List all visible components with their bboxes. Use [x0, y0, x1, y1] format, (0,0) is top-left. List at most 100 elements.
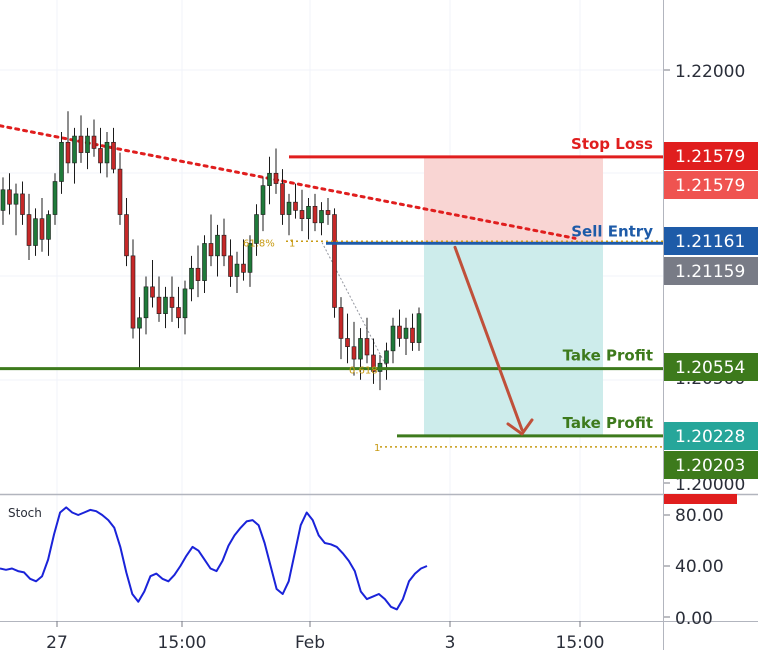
candle-body	[293, 201, 298, 211]
tag-take-profit-1-text: 1.20554	[675, 358, 745, 378]
candle-body	[176, 307, 181, 319]
tag-stop-loss-2-bg	[664, 171, 758, 199]
candle-body	[319, 210, 324, 224]
candle-body	[241, 263, 246, 273]
trade-arrow-shaft	[453, 245, 524, 432]
candle-body	[325, 210, 331, 215]
candle-body	[20, 193, 25, 215]
tag-sell-entry-text: 1.21161	[675, 232, 745, 252]
candle-body	[163, 296, 168, 314]
candle-body	[98, 148, 103, 164]
candle-body	[78, 135, 84, 153]
sell-entry-label: Sell Entry	[571, 222, 653, 240]
candle-body	[111, 141, 116, 170]
candle-body	[182, 288, 188, 319]
candle-body	[397, 325, 402, 339]
candle-body	[65, 141, 71, 164]
candle-body	[410, 327, 415, 343]
fib-lower-label: 0.618	[349, 366, 378, 377]
tag-current-text: 1.21159	[675, 262, 745, 282]
tag-take-profit-1-bg	[664, 353, 758, 381]
stoch-label: Stoch	[8, 506, 42, 520]
fib-upper-label: 61.8%	[243, 238, 275, 249]
tag-take-profit-2-text: 1.20228	[675, 427, 745, 447]
candle-body	[46, 214, 51, 240]
trade-zones	[424, 156, 603, 436]
tag-stop-loss-2-text: 1.21579	[675, 176, 745, 196]
candle-body	[280, 183, 285, 215]
candle-body	[371, 354, 376, 372]
tag-current-bg	[664, 257, 758, 285]
time-tick-label: 3	[445, 633, 456, 650]
candle-body	[124, 214, 129, 257]
candle-body	[169, 296, 175, 308]
candle-body	[312, 205, 318, 224]
candle-body	[364, 338, 370, 356]
candle-body	[403, 327, 409, 339]
stoch-tick-80: 80.00	[675, 506, 724, 526]
candle-body	[228, 255, 233, 277]
candle-body	[195, 267, 201, 281]
tag-fib-one-bg	[664, 451, 758, 479]
candle-body	[306, 205, 311, 219]
candle-body	[390, 325, 396, 352]
candle-body	[137, 317, 142, 329]
tag-stop-loss-bg	[664, 142, 758, 170]
time-tick-label: Feb	[295, 633, 325, 650]
time-tick-label: 27	[46, 633, 68, 650]
stochastic	[0, 506, 428, 611]
candle-body	[208, 243, 214, 257]
stoch-pane[interactable]	[0, 497, 663, 621]
candle-body	[33, 218, 38, 246]
candle-body	[26, 214, 32, 246]
stop-loss-label: Stop Loss	[571, 135, 653, 153]
risk-zone	[424, 156, 603, 244]
candle-body	[345, 338, 350, 348]
take-profit-2-label: Take Profit	[563, 414, 653, 432]
candle-body	[85, 135, 90, 153]
stoch-tick-40: 40.00	[675, 557, 724, 577]
stoch-line	[0, 506, 428, 611]
candle-body	[234, 263, 240, 277]
candle-body	[247, 243, 253, 273]
tag-sell-entry-bg	[664, 227, 758, 255]
candle-body	[358, 338, 363, 360]
fib-ext-label: 1	[374, 443, 380, 454]
trade-arrow-head	[506, 418, 534, 436]
price-tick-1: 1.22000	[675, 62, 745, 82]
candle-body	[143, 286, 149, 319]
side-marker	[664, 494, 737, 504]
tag-stop-loss-text: 1.21579	[675, 147, 745, 167]
candle-body	[150, 286, 155, 298]
tag-take-profit-2-bg	[664, 422, 758, 450]
candle-body	[286, 201, 292, 215]
stoch-tick-0: 0.00	[675, 609, 713, 629]
candlesticks	[0, 111, 422, 391]
candle-body	[260, 185, 266, 215]
price-tick-3: 1.20000	[675, 475, 745, 495]
candle-body	[351, 346, 357, 360]
candle-body	[267, 172, 272, 186]
candle-body	[156, 296, 162, 314]
candle-body	[104, 141, 110, 164]
candle-body	[72, 135, 77, 164]
candle-body	[254, 214, 259, 244]
candle-body	[39, 218, 45, 240]
price-tags: 1.21579 1.21579 1.21161 1.21159 1.20554 1.202…	[664, 142, 758, 504]
candle-body	[0, 189, 6, 211]
candle-body	[7, 189, 12, 205]
candle-body	[299, 210, 305, 219]
take-profit-1-label: Take Profit	[563, 347, 653, 365]
candle-body	[91, 135, 97, 149]
candle-body	[202, 243, 207, 281]
candle-body	[273, 172, 279, 184]
candle-body	[384, 350, 389, 364]
candle-body	[130, 255, 136, 329]
candle-body	[117, 168, 123, 215]
levels: 61.8% 1 0.618 1 Stop Loss Sell Entry Take Prof…	[0, 135, 663, 454]
candle-body	[221, 234, 227, 257]
time-tick-label: 15:00	[158, 633, 207, 650]
candle-body	[189, 267, 194, 290]
